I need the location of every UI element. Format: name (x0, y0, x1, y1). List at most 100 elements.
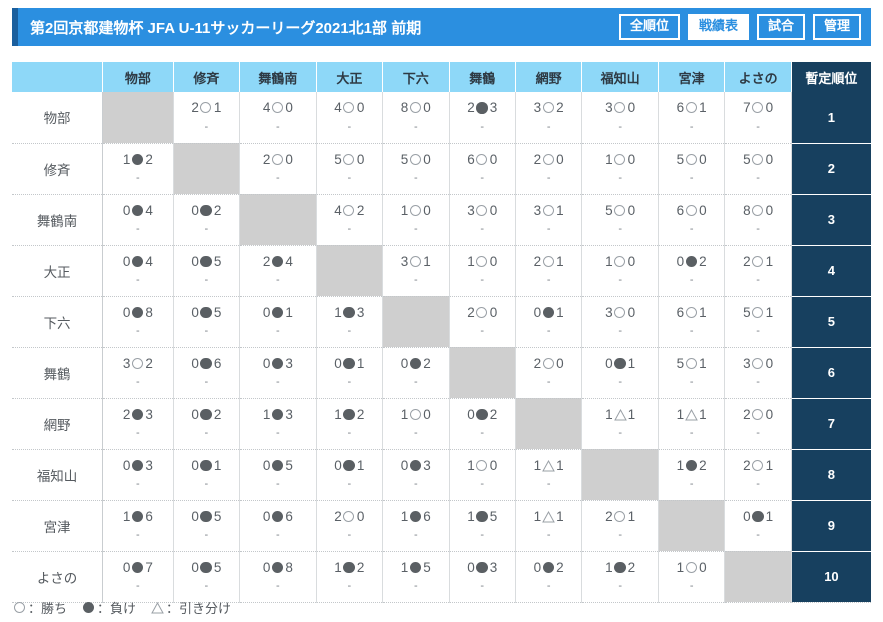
goals-against: 4 (145, 253, 153, 269)
goals-against: 1 (556, 457, 564, 473)
win-circle-icon (614, 102, 627, 115)
nav-button-1[interactable]: 戦績表 (687, 14, 749, 40)
nav-button-0[interactable]: 全順位 (618, 14, 680, 40)
nav-button-2[interactable]: 試合 (756, 14, 805, 40)
nav-button-3[interactable]: 管理 (812, 14, 861, 40)
